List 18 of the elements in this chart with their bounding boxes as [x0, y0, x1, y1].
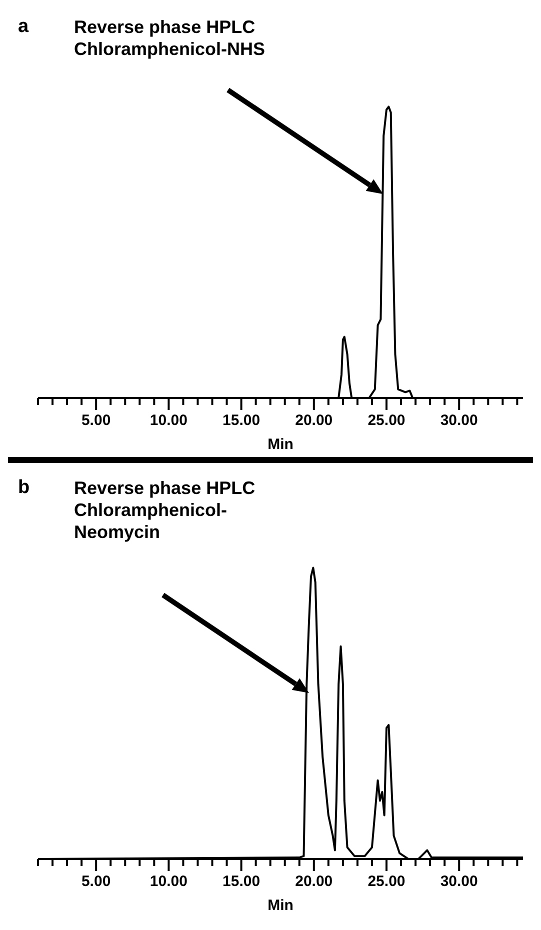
x-axis-title: Min — [268, 436, 294, 453]
text: Reverse phase HPLC Chloramphenicol-NHS — [74, 16, 266, 60]
x-tick-label: 20.00 — [295, 873, 333, 890]
x-tick-label: 5.00 — [81, 873, 111, 890]
text: Reverse phase HPLC Chloramphenicol- Neomycin — [74, 477, 256, 543]
x-tick-label: 30.00 — [440, 412, 478, 429]
x-tick-label: 25.00 — [368, 412, 406, 429]
x-tick-label: 10.00 — [150, 412, 188, 429]
x-tick-label: 15.00 — [222, 412, 260, 429]
x-tick-label: 25.00 — [368, 873, 406, 890]
x-axis-title: Min — [268, 897, 294, 914]
x-tick-label: 10.00 — [150, 873, 188, 890]
x-tick-label: 30.00 — [440, 873, 478, 890]
x-tick-label: 20.00 — [295, 412, 333, 429]
x-tick-label: 15.00 — [222, 873, 260, 890]
chart-title: a — [18, 16, 29, 38]
chart-title: b — [18, 477, 30, 499]
x-tick-label: 5.00 — [81, 412, 111, 429]
